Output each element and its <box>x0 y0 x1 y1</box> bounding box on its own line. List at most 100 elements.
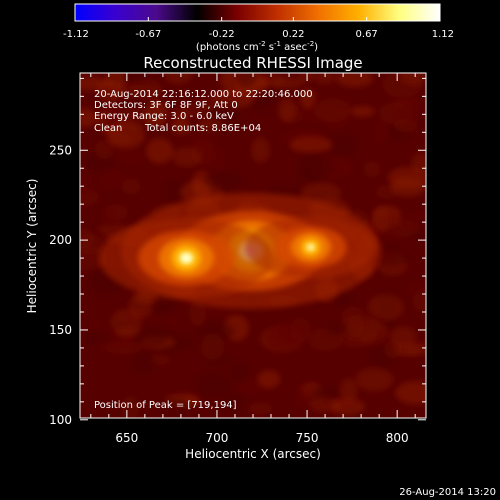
colorbar-tick-label: -0.22 <box>209 29 235 40</box>
texture-blob <box>354 367 394 392</box>
texture-blob <box>105 73 127 91</box>
colorbar-tick-label: -1.12 <box>63 29 89 40</box>
colorbar-tick-label: 0.67 <box>356 29 378 40</box>
texture-blob <box>276 320 311 342</box>
peak-position-label: Position of Peak = [719,194] <box>94 400 237 411</box>
texture-blob <box>293 386 312 408</box>
texture-blob <box>81 330 111 345</box>
texture-blob <box>299 88 317 109</box>
texture-blob <box>313 73 337 84</box>
colorbar <box>74 3 441 22</box>
texture-blob <box>133 328 169 348</box>
flare-source-2 <box>308 245 313 250</box>
texture-blob <box>289 136 333 153</box>
texture-blob <box>398 96 426 123</box>
texture-blob <box>94 139 115 160</box>
colorbar-tick-label: -0.67 <box>135 29 161 40</box>
texture-blob <box>395 381 426 405</box>
y-tick-label: 250 <box>49 143 72 157</box>
colorbar-unit-label: (photons cm-2 s-1 asec-2) <box>196 40 318 53</box>
annotation-time-range: 20-Aug-2014 22:16:12.000 to 22:20:46.000 <box>94 89 313 100</box>
image-panel <box>80 73 426 418</box>
texture-blob <box>331 397 365 417</box>
texture-blob <box>332 291 353 306</box>
annotation-total-counts: Total counts: 8.86E+04 <box>144 123 261 134</box>
texture-blob <box>98 88 120 105</box>
texture-blob <box>80 228 95 249</box>
texture-blob <box>401 210 426 231</box>
texture-blob <box>200 333 225 361</box>
chart-title: Reconstructed RHESSI Image <box>143 54 362 72</box>
texture-blob <box>159 397 189 411</box>
texture-blob <box>278 97 296 122</box>
texture-blob <box>271 76 305 89</box>
texture-blob <box>325 322 349 336</box>
texture-blob <box>121 396 140 418</box>
texture-blob <box>189 300 207 327</box>
texture-blob <box>229 362 249 382</box>
texture-blob <box>80 169 94 195</box>
texture-blob <box>223 393 245 412</box>
texture-blob <box>106 122 145 149</box>
y-tick-label: 200 <box>49 233 72 247</box>
texture-blob <box>144 100 168 128</box>
x-tick-label: 700 <box>206 431 229 445</box>
texture-blob <box>236 73 258 89</box>
texture-blob <box>313 98 352 123</box>
texture-blob <box>373 207 391 233</box>
flare-sources <box>99 192 382 309</box>
texture-blob <box>389 326 417 347</box>
texture-blob <box>350 105 375 117</box>
texture-blob <box>122 84 164 98</box>
texture-blob <box>208 101 242 124</box>
texture-blob <box>374 118 391 144</box>
texture-blob <box>131 351 156 375</box>
texture-blob <box>171 119 191 135</box>
texture-blob <box>203 171 243 190</box>
texture-blob <box>367 294 404 321</box>
texture-blob <box>146 313 180 331</box>
texture-blob <box>390 176 426 197</box>
texture-blob <box>346 316 364 338</box>
texture-blob <box>96 167 125 190</box>
texture-blob <box>114 149 145 165</box>
texture-blob <box>310 386 341 399</box>
x-tick-label: 800 <box>386 431 409 445</box>
y-tick-label: 150 <box>49 323 72 337</box>
flare-source-1 <box>182 254 191 262</box>
annotation-clean: Clean <box>94 123 122 134</box>
colorbar-ticks: -1.12 -0.67 -0.22 0.22 0.67 1.12 <box>63 17 454 40</box>
x-tick-label: 650 <box>115 431 138 445</box>
texture-blob <box>411 152 426 177</box>
texture-blob <box>295 154 335 180</box>
texture-blob <box>80 76 112 91</box>
texture-blob <box>80 108 98 128</box>
texture-blob <box>407 280 426 295</box>
annotation-energy-range: Energy Range: 3.0 - 6.0 keV <box>94 111 234 122</box>
colorbar-tick-label: 0.22 <box>282 29 304 40</box>
texture-blob <box>201 145 227 173</box>
annotation-detectors: Detectors: 3F 6F 8F 9F, Att 0 <box>94 100 238 111</box>
texture-blob <box>145 138 174 164</box>
texture-blob <box>330 133 356 157</box>
y-tick-label: 100 <box>49 413 72 427</box>
axis-ticks: 650 700 750 800 100 150 200 250 <box>49 73 426 445</box>
colorbar-tick-label: 1.12 <box>432 29 454 40</box>
texture-blob <box>339 377 358 403</box>
texture-blob <box>163 73 193 85</box>
texture-blob <box>249 402 274 415</box>
texture-blob <box>363 161 381 178</box>
texture-blob <box>251 137 270 163</box>
y-axis-label: Heliocentric Y (arcsec) <box>25 179 39 314</box>
texture-blob <box>101 207 118 228</box>
texture-blob <box>171 109 192 123</box>
texture-blob <box>171 146 203 167</box>
x-tick-label: 750 <box>296 431 319 445</box>
texture-blob <box>195 372 232 399</box>
footer-timestamp: 26-Aug-2014 13:20 <box>399 487 496 498</box>
texture-blob <box>257 370 281 389</box>
x-axis-label: Heliocentric X (arcsec) <box>185 447 321 461</box>
texture-blob <box>400 73 426 86</box>
texture-blob <box>121 178 141 195</box>
